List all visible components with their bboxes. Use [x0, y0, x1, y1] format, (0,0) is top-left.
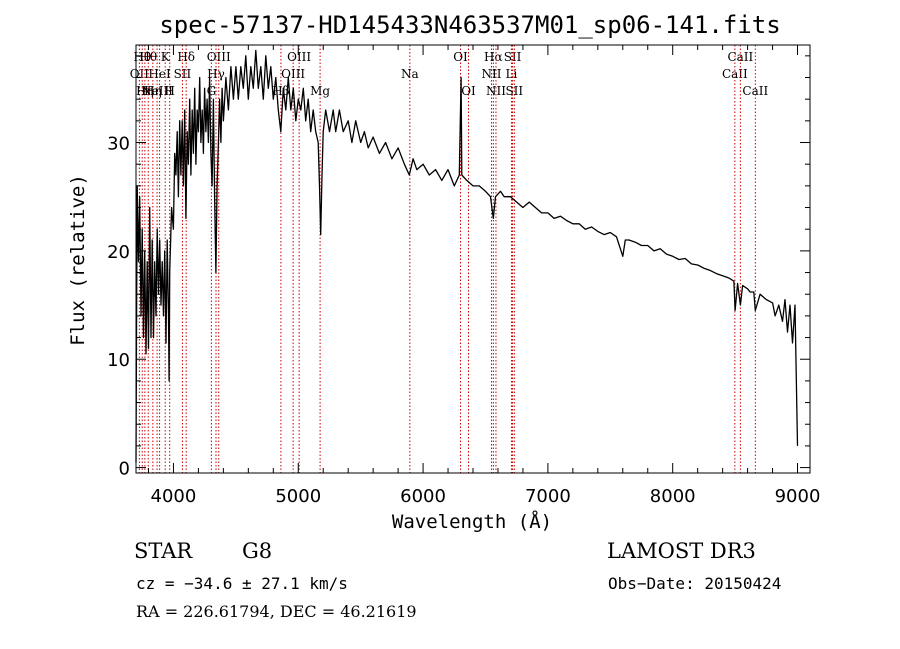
y-tick-label-30: 30 [107, 134, 130, 155]
y-tick-label-0: 0 [119, 459, 130, 480]
marker-label-13: OIII [207, 50, 231, 64]
marker-label-15: OIII [281, 67, 305, 81]
marker-label-16: OIII [287, 50, 311, 64]
marker-label-0: OII [130, 67, 150, 81]
line-markers: OIIHθHηHθHηNeIIIHeIKHSIIHδGHγOIIIHβOIIIO… [130, 45, 768, 473]
x-tick-label-8000: 8000 [650, 486, 696, 507]
marker-label-22: Hα [484, 50, 503, 64]
plot-area [135, 49, 799, 463]
obs-date: Obs−Date: 20150424 [608, 574, 782, 593]
y-tick-label-20: 20 [107, 242, 130, 263]
plot-frame [135, 44, 811, 474]
marker-label-9: SII [174, 67, 192, 81]
marker-label-17: Mg [310, 84, 330, 98]
x-tick-label-6000: 6000 [400, 486, 446, 507]
marker-label-20: OI [461, 84, 476, 98]
marker-label-7: K [161, 50, 171, 64]
marker-label-21: NII [481, 67, 501, 81]
x-tick-label-4000: 4000 [151, 486, 197, 507]
marker-label-2: Hη [136, 84, 154, 98]
x-tick-label-7000: 7000 [525, 486, 571, 507]
survey-name: LAMOST DR3 [607, 539, 756, 563]
marker-label-19: OI [453, 50, 468, 64]
object-class: STAR [134, 539, 193, 563]
marker-label-12: Hγ [207, 67, 225, 81]
axes: 4000 5000 6000 7000 8000 9000 0 10 20 30 [107, 44, 821, 507]
subclass: G8 [242, 539, 273, 563]
chart-title: spec-57137-HD145433N463537M01_sp06-141.f… [159, 11, 780, 39]
redshift-value: cz = −34.6 ± 27.1 km/s [136, 574, 348, 593]
y-axis-label: Flux (relative) [67, 174, 89, 346]
marker-label-27: CaII [722, 67, 748, 81]
marker-label-23: NII [486, 84, 506, 98]
x-axis-label: Wavelength (Å) [392, 510, 552, 533]
spectrum-line [135, 49, 799, 463]
marker-label-18: Na [401, 67, 419, 81]
x-tick-label-9000: 9000 [775, 486, 821, 507]
marker-label-10: Hδ [177, 50, 195, 64]
y-tick-label-10: 10 [107, 350, 130, 371]
marker-label-8: H [164, 84, 174, 98]
marker-label-25: SII [504, 50, 522, 64]
marker-label-24: Li [506, 67, 518, 81]
marker-label-6: HeI [148, 67, 171, 81]
x-tick-label-5000: 5000 [275, 486, 321, 507]
marker-label-28: CaII [727, 50, 753, 64]
coordinates: RA = 226.61794, DEC = 46.21619 [136, 602, 417, 621]
marker-label-1: Hθ [133, 50, 151, 64]
marker-label-3: Hθ [139, 50, 157, 64]
marker-label-26: SII [505, 84, 523, 98]
marker-label-11: G [207, 84, 217, 98]
marker-label-29: CaII [742, 84, 768, 98]
